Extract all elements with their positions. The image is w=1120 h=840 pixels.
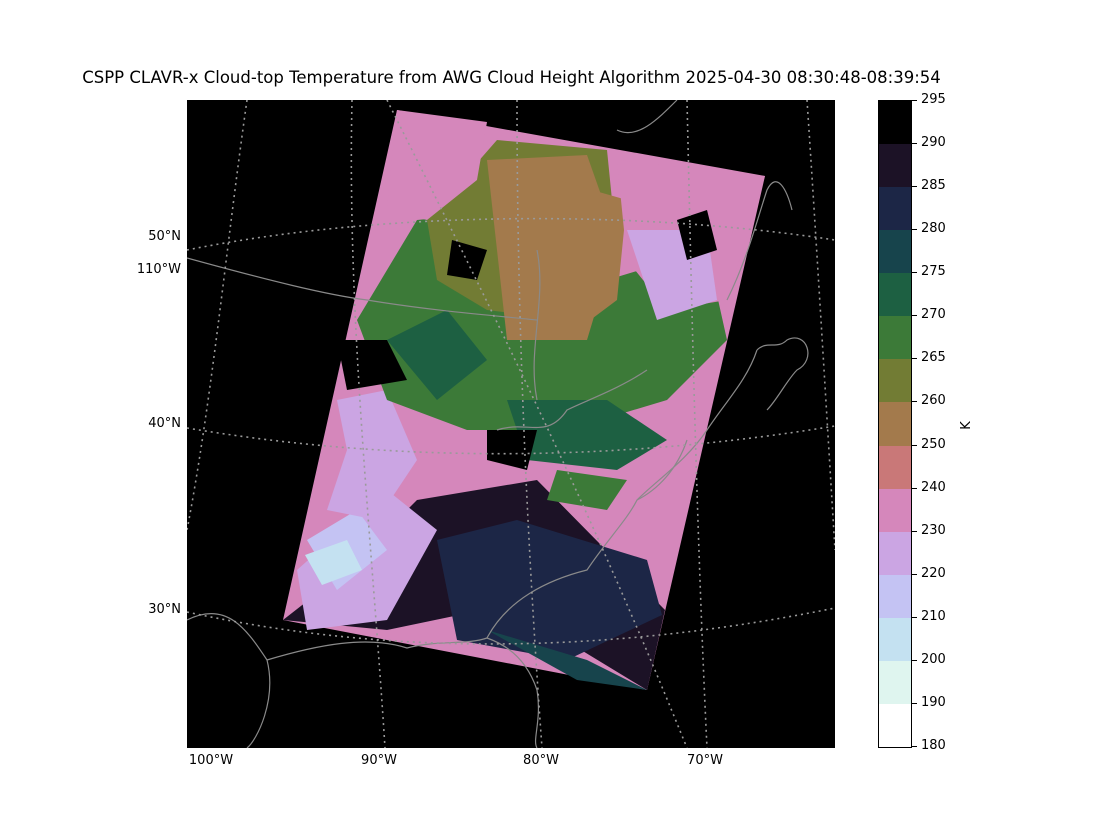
colorbar-tick-label: 280 [921, 221, 946, 237]
colorbar-tick [911, 229, 917, 231]
lon-label-80w: 80°W [523, 753, 559, 768]
colorbar-segment [879, 144, 911, 188]
graticule [187, 100, 835, 748]
colorbar-tick-label: 275 [921, 264, 946, 280]
lon-label-110w: 110°W [136, 262, 181, 277]
colorbar-tick [911, 401, 917, 403]
colorbar-tick-label: 260 [921, 393, 946, 409]
colorbar-tick-label: 230 [921, 522, 946, 538]
colorbar-tick [911, 272, 917, 274]
colorbar-tick-label: 290 [921, 135, 946, 151]
colorbar-segment [879, 359, 911, 403]
colorbar-tick-label: 240 [921, 479, 946, 495]
colorbar-tick [911, 444, 917, 446]
colorbar-tick [911, 573, 917, 575]
colorbar-tick [911, 186, 917, 188]
map-title: CSPP CLAVR-x Cloud-top Temperature from … [82, 68, 941, 87]
colorbar-tick [911, 702, 917, 704]
colorbar-tick [911, 143, 917, 145]
colorbar-tick-label: 285 [921, 178, 946, 194]
colorbar-segment [879, 230, 911, 274]
colorbar-tick [911, 315, 917, 317]
colorbar-segment [879, 574, 911, 619]
lat-label-40n: 40°N [148, 416, 181, 431]
colorbar-tick [911, 100, 917, 101]
colorbar-tick-label: 200 [921, 651, 946, 667]
colorbar-tick-label: 190 [921, 694, 946, 710]
colorbar-tick-label: 265 [921, 350, 946, 366]
map-canvas [187, 100, 835, 748]
colorbar-segment [879, 187, 911, 231]
colorbar [878, 100, 912, 748]
colorbar-tick-label: 210 [921, 608, 946, 624]
colorbar-tick [911, 358, 917, 360]
colorbar-segment [879, 101, 911, 145]
colorbar-tick-label: 180 [921, 738, 946, 753]
lat-label-50n: 50°N [148, 229, 181, 244]
lat-label-30n: 30°N [148, 602, 181, 617]
colorbar-segment [879, 273, 911, 317]
colorbar-segment [879, 660, 911, 705]
colorbar-segment [879, 703, 911, 748]
lon-label-90w: 90°W [361, 753, 397, 768]
colorbar-segment [879, 402, 911, 447]
colorbar-tick [911, 616, 917, 618]
colorbar-segment [879, 488, 911, 533]
colorbar-tick [911, 659, 917, 661]
lon-label-70w: 70°W [687, 753, 723, 768]
satellite-map [187, 100, 835, 748]
colorbar-tick-label: 220 [921, 565, 946, 581]
coastlines [187, 100, 809, 748]
lon-label-100w: 100°W [188, 753, 234, 768]
colorbar-tick-label: 270 [921, 307, 946, 323]
colorbar-segment [879, 531, 911, 576]
colorbar-segment [879, 617, 911, 662]
colorbar-segment [879, 445, 911, 490]
colorbar-tick-label: 295 [921, 92, 946, 107]
colorbar-tick [911, 487, 917, 489]
colorbar-unit: K [958, 421, 974, 430]
cloud-temperature-swath [283, 110, 765, 690]
colorbar-tick [911, 530, 917, 532]
colorbar-segment [879, 316, 911, 360]
colorbar-tick [911, 746, 917, 747]
colorbar-tick-label: 250 [921, 436, 946, 452]
